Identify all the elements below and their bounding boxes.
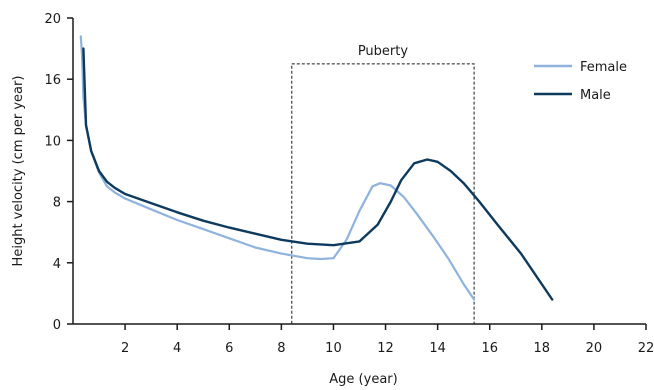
y-tick-label: 10: [44, 134, 61, 149]
y-ticks: 0 4 8 10 16 20: [44, 12, 73, 333]
series-line-male: [82, 47, 554, 301]
x-tick-label: 22: [638, 341, 654, 356]
series-layer: [79, 35, 554, 301]
y-axis-title: Height velocity (cm per year): [11, 76, 26, 267]
x-tick-label: 20: [586, 341, 603, 356]
x-ticks: 2 4 6 8 10 12 14 16 18 20 22: [121, 324, 654, 356]
legend-label-female: Female: [580, 60, 627, 75]
x-tick-label: 6: [225, 341, 233, 356]
puberty-label: Puberty: [358, 44, 409, 59]
x-tick-label: 8: [277, 341, 285, 356]
legend: Female Male: [534, 60, 627, 103]
y-tick-label: 0: [53, 318, 61, 333]
y-tick-label: 8: [53, 196, 61, 211]
x-tick-label: 14: [429, 341, 446, 356]
x-tick-label: 2: [121, 341, 129, 356]
puberty-box: [291, 63, 475, 325]
y-tick-label: 16: [44, 73, 61, 88]
x-tick-label: 10: [325, 341, 342, 356]
y-tick-label: 4: [53, 257, 61, 272]
legend-label-male: Male: [580, 88, 611, 103]
y-tick-label: 20: [44, 12, 61, 27]
x-tick-label: 4: [173, 341, 181, 356]
x-tick-label: 12: [377, 341, 394, 356]
series-line-female: [79, 35, 476, 301]
x-axis-title: Age (year): [329, 372, 397, 387]
x-tick-label: 16: [481, 341, 498, 356]
x-tick-label: 18: [534, 341, 551, 356]
